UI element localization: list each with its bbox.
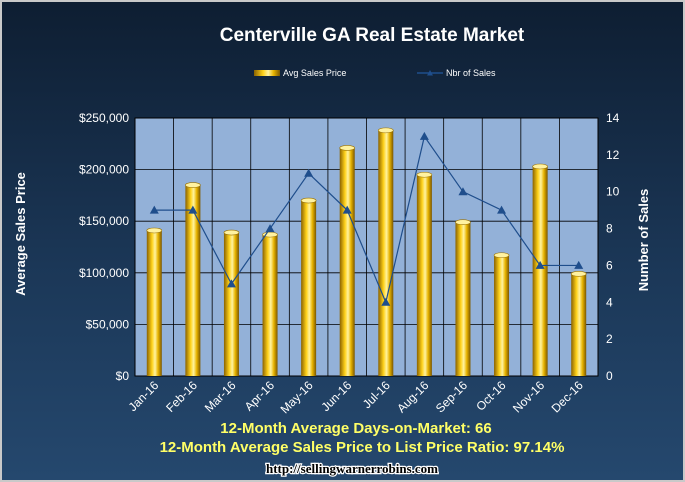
legend-label-bar: Avg Sales Price xyxy=(283,68,346,78)
x-tick-label: Apr-16 xyxy=(242,378,278,414)
sales-point xyxy=(497,205,507,214)
bar-cap xyxy=(570,271,587,277)
sales-line-path xyxy=(154,134,579,305)
y-tick-label: $250,000 xyxy=(79,111,129,125)
sales-point xyxy=(574,260,584,269)
x-tick-label: Oct-16 xyxy=(473,378,509,414)
bar-sep-16 xyxy=(455,222,471,376)
bar-dec-16 xyxy=(571,273,587,376)
legend: Avg Sales Price Nbr of Sales xyxy=(254,68,496,78)
y2-tick-label: 14 xyxy=(606,111,620,125)
y2-tick-label: 2 xyxy=(606,332,613,346)
bar-cap xyxy=(339,145,356,151)
legend-swatch-bar xyxy=(254,70,280,76)
bar-may-16 xyxy=(301,200,317,376)
y-tick-label: $150,000 xyxy=(79,214,129,228)
sales-point xyxy=(419,131,429,140)
days-on-market-note: 12-Month Average Days-on-Market: 66 xyxy=(220,420,491,437)
y2-tick-label: 12 xyxy=(606,148,620,162)
bar-cap xyxy=(146,227,163,234)
y-tick-label: $200,000 xyxy=(79,163,129,177)
y-axis-title: Average Sales Price xyxy=(13,172,28,296)
y-tick-label: $100,000 xyxy=(79,266,129,280)
x-tick-label: Mar-16 xyxy=(202,378,239,415)
bar-cap xyxy=(532,163,548,170)
y2-axis-title: Number of Sales xyxy=(636,189,651,292)
price-ratio-note: 12-Month Average Sales Price to List Pri… xyxy=(160,439,565,456)
bar-nov-16 xyxy=(532,166,548,376)
x-tick-label: Dec-16 xyxy=(549,378,586,415)
sales-point xyxy=(188,205,198,214)
sales-line xyxy=(149,131,584,306)
chart-title: Centerville GA Real Estate Market xyxy=(220,25,525,46)
x-tick-label: Jun-16 xyxy=(318,378,354,414)
x-tick-label: Jul-16 xyxy=(360,378,393,411)
bar-feb-16 xyxy=(185,185,201,376)
sales-point xyxy=(226,279,236,288)
y2-axis-ticks: 0 2 4 6 8 10 12 14 xyxy=(606,111,620,383)
bar-cap xyxy=(493,252,510,259)
x-tick-label: May-16 xyxy=(278,378,316,416)
bar-cap xyxy=(455,219,471,226)
bars xyxy=(146,127,587,376)
bar-cap xyxy=(300,197,317,204)
sales-point xyxy=(381,297,391,306)
bar-cap xyxy=(223,229,240,236)
y-tick-label: $0 xyxy=(116,369,130,383)
y2-tick-label: 4 xyxy=(606,295,613,309)
x-tick-label: Sep-16 xyxy=(433,378,470,415)
legend-marker-line xyxy=(427,70,433,76)
sales-point xyxy=(535,260,545,269)
bar-jun-16 xyxy=(339,147,355,376)
y2-tick-label: 6 xyxy=(606,258,613,272)
y2-tick-label: 0 xyxy=(606,369,613,383)
y-tick-label: $50,000 xyxy=(86,317,130,331)
x-tick-label: Nov-16 xyxy=(510,378,547,415)
sales-point xyxy=(149,205,159,214)
x-tick-label: Aug-16 xyxy=(394,378,431,415)
sales-point xyxy=(342,205,352,214)
y-axis-ticks: $0 $50,000 $100,000 $150,000 $200,000 $250,00… xyxy=(79,111,129,383)
bar-jul-16 xyxy=(378,130,394,376)
bar-cap xyxy=(185,182,201,188)
bar-oct-16 xyxy=(494,255,510,376)
bar-mar-16 xyxy=(223,232,239,376)
sales-point xyxy=(458,187,468,196)
x-tick-label: Feb-16 xyxy=(163,378,200,415)
y2-tick-label: 8 xyxy=(606,222,613,236)
sales-point xyxy=(265,224,275,233)
bar-jan-16 xyxy=(146,230,162,376)
bar-apr-16 xyxy=(262,234,278,376)
legend-label-line: Nbr of Sales xyxy=(446,68,496,78)
gridlines xyxy=(135,118,598,376)
bar-cap xyxy=(416,171,433,178)
bar-cap xyxy=(377,127,394,134)
x-axis-ticks: Jan-16 Feb-16 Mar-16 Apr-16 May-16 Jun-16 Jul-… xyxy=(126,378,586,416)
y2-tick-label: 10 xyxy=(606,185,620,199)
sales-point xyxy=(304,168,314,177)
bar-aug-16 xyxy=(416,174,432,376)
website-link[interactable]: http://sellingwarnerrobins.com xyxy=(265,460,440,477)
x-tick-label: Jan-16 xyxy=(126,378,162,414)
